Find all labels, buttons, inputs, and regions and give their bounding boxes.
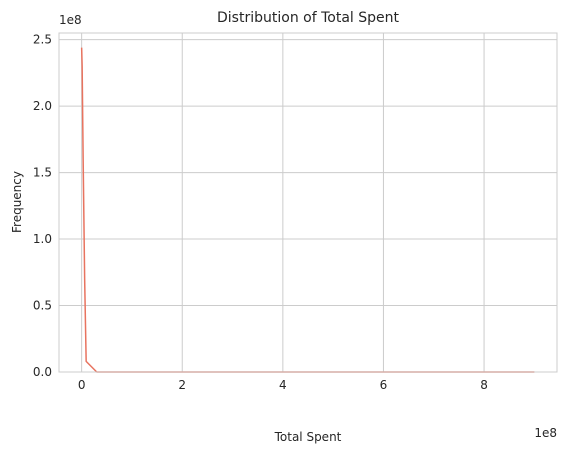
plot-frame — [58, 32, 558, 373]
chart-title: Distribution of Total Spent — [217, 10, 399, 26]
x-tick-label: 6 — [380, 378, 388, 392]
plot-area — [59, 33, 557, 372]
x-offset-label: 1e8 — [534, 426, 557, 440]
y-tick-label: 0.0 — [33, 365, 52, 379]
x-axis-ticks: 0 2 4 6 8 — [78, 378, 488, 392]
x-tick-label: 4 — [279, 378, 287, 392]
y-tick-label: 1.5 — [33, 166, 52, 180]
plot-border — [58, 32, 558, 373]
y-tick-label: 2.0 — [33, 99, 52, 113]
x-tick-label: 8 — [480, 378, 488, 392]
x-axis-label: Total Spent — [274, 430, 342, 444]
y-tick-label: 0.5 — [33, 299, 52, 313]
x-tick-label: 2 — [178, 378, 186, 392]
y-axis-ticks: 0.0 0.5 1.0 1.5 2.0 2.5 — [33, 33, 52, 379]
x-tick-label: 0 — [78, 378, 86, 392]
y-tick-label: 2.5 — [33, 33, 52, 47]
y-offset-label: 1e8 — [59, 13, 82, 27]
y-axis-label: Frequency — [10, 171, 24, 233]
y-tick-label: 1.0 — [33, 232, 52, 246]
